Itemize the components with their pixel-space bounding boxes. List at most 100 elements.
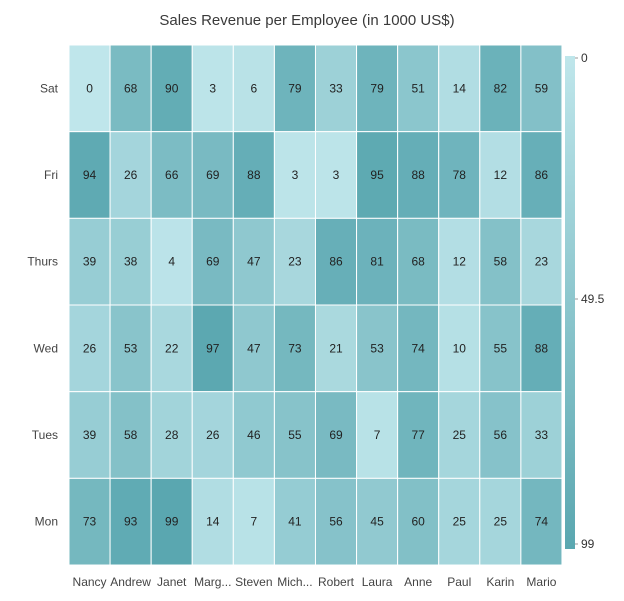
x-tick-label: Paul [447,575,471,589]
heatmap-cell[interactable] [68,477,111,566]
heatmap-cell[interactable] [109,131,152,219]
cell-value-label: 0 [86,81,93,95]
cell-value-label: 3 [292,168,299,182]
heatmap-cell[interactable] [109,391,152,479]
cell-value-label: 78 [453,168,467,182]
cell-value-label: 41 [288,515,302,529]
cell-value-label: 88 [535,341,549,355]
cell-value-label: 3 [209,81,216,95]
heatmap-cell[interactable] [314,131,358,219]
heatmap-cell[interactable] [314,217,358,306]
cell-value-label: 7 [374,428,381,442]
cell-value-label: 21 [329,341,343,355]
heatmap-cell[interactable] [150,304,193,393]
cell-value-label: 4 [168,255,175,269]
heatmap-cell[interactable] [150,44,193,133]
heatmap-cell[interactable] [191,131,234,219]
cell-value-label: 22 [165,341,179,355]
cell-value-label: 69 [329,428,343,442]
heatmap-cell[interactable] [109,44,152,133]
cell-value-label: 12 [453,255,467,269]
cell-value-label: 28 [165,428,179,442]
cell-value-label: 25 [494,515,508,529]
heatmap-cell[interactable] [191,217,234,306]
cell-value-label: 86 [535,168,549,182]
heatmap-cell[interactable] [356,131,399,219]
cell-value-label: 53 [124,341,138,355]
cell-value-label: 39 [83,428,97,442]
heatmap-cell[interactable] [356,44,399,133]
heatmap-cell[interactable] [150,217,193,306]
heatmap-cell[interactable] [520,131,563,219]
heatmap-cell[interactable] [438,477,481,566]
cell-value-label: 10 [453,341,467,355]
cell-value-label: 95 [370,168,384,182]
heatmap-cell[interactable] [273,304,316,393]
heatmap-cell[interactable] [479,304,522,393]
legend-label: 0 [581,51,588,65]
heatmap-cell[interactable] [273,477,316,566]
heatmap-cell[interactable] [150,391,193,479]
cell-value-label: 53 [370,341,384,355]
heatmap-cell[interactable] [273,131,316,219]
cell-value-label: 6 [251,81,258,95]
heatmap-cell[interactable] [68,304,111,393]
heatmap-cell[interactable] [520,477,563,566]
heatmap-cell[interactable] [232,217,275,306]
heatmap-cell[interactable] [479,391,522,479]
heatmap-cell[interactable] [520,217,563,306]
heatmap-cell[interactable] [314,304,358,393]
heatmap-cell[interactable] [438,304,481,393]
y-tick-label: Fri [44,168,58,182]
legend-label: 99 [581,537,595,551]
heatmap-cell[interactable] [314,477,358,566]
heatmap-cell[interactable] [520,44,563,133]
heatmap-cell[interactable] [273,44,316,133]
cell-value-label: 79 [370,81,384,95]
x-tick-label: Marg... [194,575,231,589]
heatmap-cell[interactable] [314,391,358,479]
cell-value-label: 38 [124,255,138,269]
cell-value-label: 33 [329,81,343,95]
heatmap-cell[interactable] [232,391,275,479]
heatmap-cell[interactable] [356,391,399,479]
heatmap-cell[interactable] [397,477,440,566]
x-tick-label: Andrew [110,575,151,589]
cell-value-label: 55 [494,341,508,355]
cell-value-label: 94 [83,168,97,182]
cell-value-label: 23 [535,255,549,269]
cell-value-label: 74 [535,515,549,529]
heatmap-cell[interactable] [273,391,316,479]
heatmap-cell[interactable] [109,477,152,566]
cell-value-label: 82 [494,81,508,95]
heatmap-cell[interactable] [397,131,440,219]
cell-value-label: 88 [412,168,426,182]
cell-value-label: 59 [535,81,549,95]
heatmap-cell[interactable] [438,44,481,133]
heatmap-cell[interactable] [68,391,111,479]
cell-value-label: 47 [247,255,261,269]
heatmap-cell[interactable] [191,304,234,393]
cell-value-label: 81 [370,255,384,269]
heatmap-cell[interactable] [68,44,111,133]
heatmap-cell[interactable] [397,304,440,393]
heatmap-cell[interactable] [520,304,563,393]
cell-value-label: 69 [206,255,220,269]
heatmap-cell[interactable] [356,477,399,566]
cell-value-label: 68 [124,81,138,95]
cell-value-label: 66 [165,168,179,182]
cell-value-label: 25 [453,428,467,442]
heatmap-cell[interactable] [479,131,522,219]
cell-value-label: 26 [124,168,138,182]
cell-value-label: 33 [535,428,549,442]
cell-value-label: 3 [333,168,340,182]
heatmap-cell[interactable] [232,131,275,219]
heatmap-cell[interactable] [438,131,481,219]
cell-value-label: 58 [494,255,508,269]
heatmap-cell[interactable] [191,477,234,566]
heatmap-cell[interactable] [68,217,111,306]
cell-value-label: 14 [206,515,220,529]
y-tick-label: Wed [34,341,58,355]
x-tick-label: Anne [404,575,432,589]
